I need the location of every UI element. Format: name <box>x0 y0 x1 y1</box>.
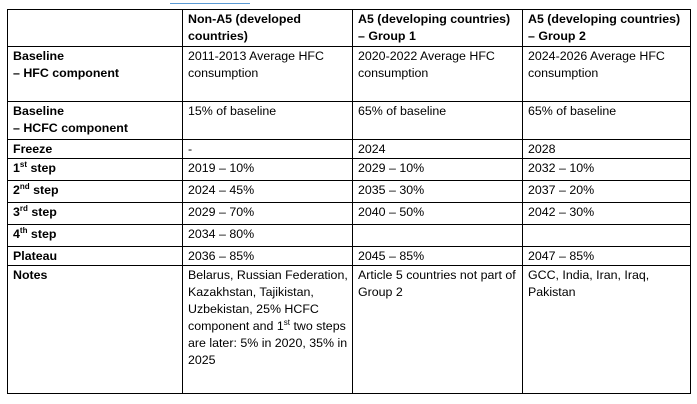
row-label-notes: Notes <box>7 265 183 394</box>
row-label-plateau: Plateau <box>7 246 183 266</box>
cell-step1-non-a5: 2019 – 10% <box>182 158 353 181</box>
step-ordinal-suffix: th <box>19 225 28 235</box>
cell-step2-group1: 2035 – 30% <box>352 180 523 203</box>
row-label-freeze: Freeze <box>7 139 183 159</box>
row-label-line1: Baseline <box>13 49 64 63</box>
cell-step4-group1 <box>352 224 523 247</box>
notes-text-part1: Belarus, Russian Federation, Kazakhstan,… <box>188 268 348 333</box>
row-label-line2: – HFC component <box>13 66 120 80</box>
header-blank-cell <box>7 9 183 47</box>
table-row-freeze: Freeze - 2024 2028 <box>7 139 691 159</box>
phase-down-schedule-table: Non-A5 (developed countries) A5 (develop… <box>7 9 691 394</box>
step-number: 4 <box>13 227 20 241</box>
cell-notes-group2: GCC, India, Iran, Iraq, Pakistan <box>522 265 691 394</box>
cell-step1-group2: 2032 – 10% <box>522 158 691 181</box>
step-word: step <box>31 205 57 219</box>
header-a5-group2: A5 (developing countries) – Group 2 <box>522 9 691 47</box>
table-row-step2: 2nd step 2024 – 45% 2035 – 30% 2037 – 20… <box>7 180 691 203</box>
header-non-a5: Non-A5 (developed countries) <box>182 9 353 47</box>
notes-text-part2: two steps are later: 5% in 2020, 35% in … <box>188 319 348 367</box>
row-label-step2: 2nd step <box>7 180 183 203</box>
row-label-line1: Baseline <box>13 104 64 118</box>
cell-step4-non-a5: 2034 – 80% <box>182 224 353 247</box>
step-word: step <box>30 227 57 241</box>
cell-plateau-non-a5: 2036 – 85% <box>182 246 353 266</box>
table-row-step4: 4th step 2034 – 80% <box>7 224 691 247</box>
cell-step4-group2 <box>522 224 691 247</box>
step-number: 1 <box>13 161 20 175</box>
step-word: step <box>30 161 56 175</box>
cell-plateau-group2: 2047 – 85% <box>522 246 691 266</box>
cell-step1-group1: 2029 – 10% <box>352 158 523 181</box>
row-label-baseline-hcfc: Baseline – HCFC component <box>7 101 183 140</box>
cell-baseline-hcfc-group2: 65% of baseline <box>522 101 691 140</box>
cell-freeze-non-a5: - <box>182 139 353 159</box>
table-header-row: Non-A5 (developed countries) A5 (develop… <box>7 9 691 47</box>
cell-step2-group2: 2037 – 20% <box>522 180 691 203</box>
table-row-notes: Notes Belarus, Russian Federation, Kazak… <box>7 265 691 394</box>
cell-step3-group1: 2040 – 50% <box>352 202 523 225</box>
cell-step2-non-a5: 2024 – 45% <box>182 180 353 203</box>
row-label-line2: – HCFC component <box>13 121 128 135</box>
table-row-baseline-hcfc: Baseline – HCFC component 15% of baselin… <box>7 101 691 140</box>
step-word: step <box>33 183 59 197</box>
cell-baseline-hcfc-group1: 65% of baseline <box>352 101 523 140</box>
cell-notes-group1: Article 5 countries not part of Group 2 <box>352 265 523 394</box>
cell-freeze-group2: 2028 <box>522 139 691 159</box>
step-ordinal-suffix: nd <box>19 181 30 191</box>
cell-freeze-group1: 2024 <box>352 139 523 159</box>
row-label-step4: 4th step <box>7 224 183 247</box>
cell-baseline-hcfc-non-a5: 15% of baseline <box>182 101 353 140</box>
cell-plateau-group1: 2045 – 85% <box>352 246 523 266</box>
cell-baseline-hfc-group2: 2024-2026 Average HFC consumption <box>522 46 691 102</box>
table-row-plateau: Plateau 2036 – 85% 2045 – 85% 2047 – 85% <box>7 246 691 266</box>
cell-step3-group2: 2042 – 30% <box>522 202 691 225</box>
step-ordinal-suffix: rd <box>19 203 28 213</box>
row-label-baseline-hfc: Baseline – HFC component <box>7 46 183 102</box>
step-ordinal-suffix: st <box>19 159 28 169</box>
row-label-step1: 1st step <box>7 158 183 181</box>
cell-baseline-hfc-non-a5: 2011-2013 Average HFC consumption <box>182 46 353 102</box>
table-row-step3: 3rd step 2029 – 70% 2040 – 50% 2042 – 30… <box>7 202 691 225</box>
header-a5-group1: A5 (developing countries) – Group 1 <box>352 9 523 47</box>
step-number: 2 <box>13 183 20 197</box>
cell-step3-non-a5: 2029 – 70% <box>182 202 353 225</box>
cell-notes-non-a5: Belarus, Russian Federation, Kazakhstan,… <box>182 265 353 394</box>
top-rule-fragment <box>0 0 697 8</box>
cell-baseline-hfc-group1: 2020-2022 Average HFC consumption <box>352 46 523 102</box>
step-number: 3 <box>13 205 20 219</box>
table-row-step1: 1st step 2019 – 10% 2029 – 10% 2032 – 10… <box>7 158 691 181</box>
table-row-baseline-hfc: Baseline – HFC component 2011-2013 Avera… <box>7 46 691 102</box>
notes-ordinal-suffix: st <box>283 317 290 327</box>
row-label-step3: 3rd step <box>7 202 183 225</box>
